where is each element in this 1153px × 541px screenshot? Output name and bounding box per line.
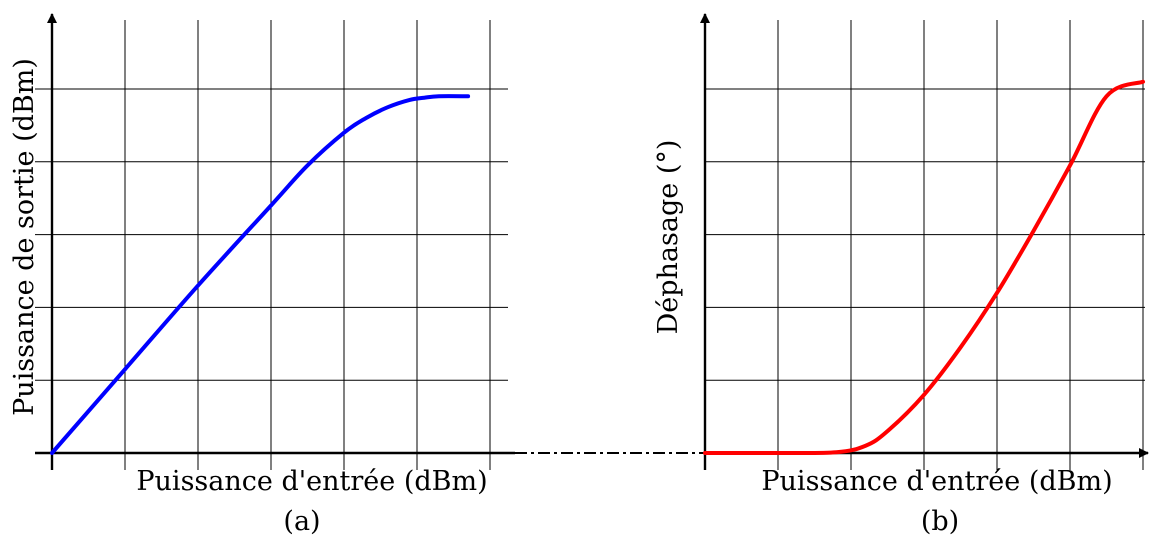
panel-label-b: (b)	[921, 506, 959, 537]
series-line-output-power	[50, 94, 471, 455]
panel-b: Puissance d'entrée (dBm) Déphasage (°) (…	[653, 13, 1149, 537]
x-axis-label-b: Puissance d'entrée (dBm)	[761, 466, 1112, 497]
y-axis-label-a: Puissance de sortie (dBm)	[9, 58, 40, 416]
panel-a: Puissance d'entrée (dBm) Puissance de so…	[9, 13, 515, 537]
panel-label-a: (a)	[283, 506, 320, 537]
grid-a	[35, 20, 508, 470]
x-axis-label-a: Puissance d'entrée (dBm)	[136, 466, 487, 497]
grid-b	[705, 20, 1145, 470]
series-line-phase-shift	[703, 79, 1145, 456]
y-axis-label-b: Déphasage (°)	[653, 140, 684, 335]
